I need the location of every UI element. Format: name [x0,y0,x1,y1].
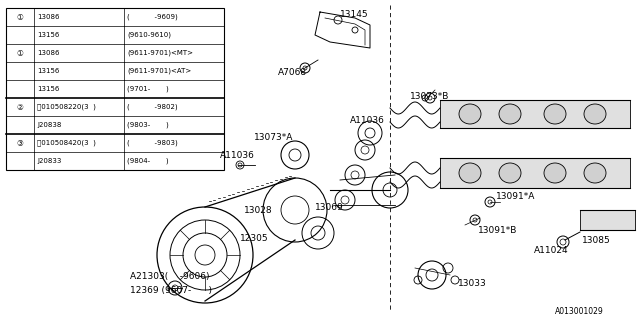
Text: Ⓑ010508420(3  ): Ⓑ010508420(3 ) [37,140,96,146]
Text: 13073*A: 13073*A [254,132,293,141]
Text: A7068: A7068 [278,68,307,76]
Text: 13145: 13145 [340,10,369,19]
Text: 13069: 13069 [315,203,344,212]
Bar [440,158,630,188]
Text: A013001029: A013001029 [555,308,604,316]
Bar [440,100,630,128]
Ellipse shape [459,104,481,124]
Text: 13091*A: 13091*A [496,191,536,201]
Text: (9803-       ): (9803- ) [127,122,169,128]
Ellipse shape [459,163,481,183]
Text: 13156: 13156 [37,68,60,74]
Text: ①: ① [17,49,24,58]
Text: ①: ① [17,12,24,21]
Text: (           -9802): ( -9802) [127,104,178,110]
Text: (9611-9701)<MT>: (9611-9701)<MT> [127,50,193,56]
Text: (           -9609): ( -9609) [127,14,178,20]
Text: 13091*B: 13091*B [478,226,517,235]
Ellipse shape [544,163,566,183]
Text: 13033: 13033 [458,278,487,287]
Text: A11024: A11024 [534,245,568,254]
Text: 13085: 13085 [582,236,611,244]
Ellipse shape [499,104,521,124]
Bar [580,210,635,230]
Text: A21303(    -9606): A21303( -9606) [130,273,209,282]
Text: 13028: 13028 [244,205,273,214]
Text: (9610-9610): (9610-9610) [127,32,171,38]
Text: 13086: 13086 [37,50,60,56]
Text: 12369 (9607-      ): 12369 (9607- ) [130,285,212,294]
Ellipse shape [544,104,566,124]
Text: 12305: 12305 [240,234,269,243]
Text: 13156: 13156 [37,86,60,92]
Text: 13073*B: 13073*B [410,92,449,100]
Text: J20833: J20833 [37,158,61,164]
Text: A11036: A11036 [220,150,255,159]
Text: (           -9803): ( -9803) [127,140,178,146]
Text: ③: ③ [17,139,24,148]
Text: A11036: A11036 [350,116,385,124]
Text: (9611-9701)<AT>: (9611-9701)<AT> [127,68,191,74]
Text: ②: ② [17,102,24,111]
Ellipse shape [584,104,606,124]
Text: (9804-       ): (9804- ) [127,158,168,164]
Text: 13156: 13156 [37,32,60,38]
Ellipse shape [584,163,606,183]
Text: (9701-       ): (9701- ) [127,86,169,92]
Text: Ⓑ010508220(3  ): Ⓑ010508220(3 ) [37,104,96,110]
Text: J20838: J20838 [37,122,61,128]
Bar [6,8,224,170]
Text: 13086: 13086 [37,14,60,20]
Ellipse shape [499,163,521,183]
